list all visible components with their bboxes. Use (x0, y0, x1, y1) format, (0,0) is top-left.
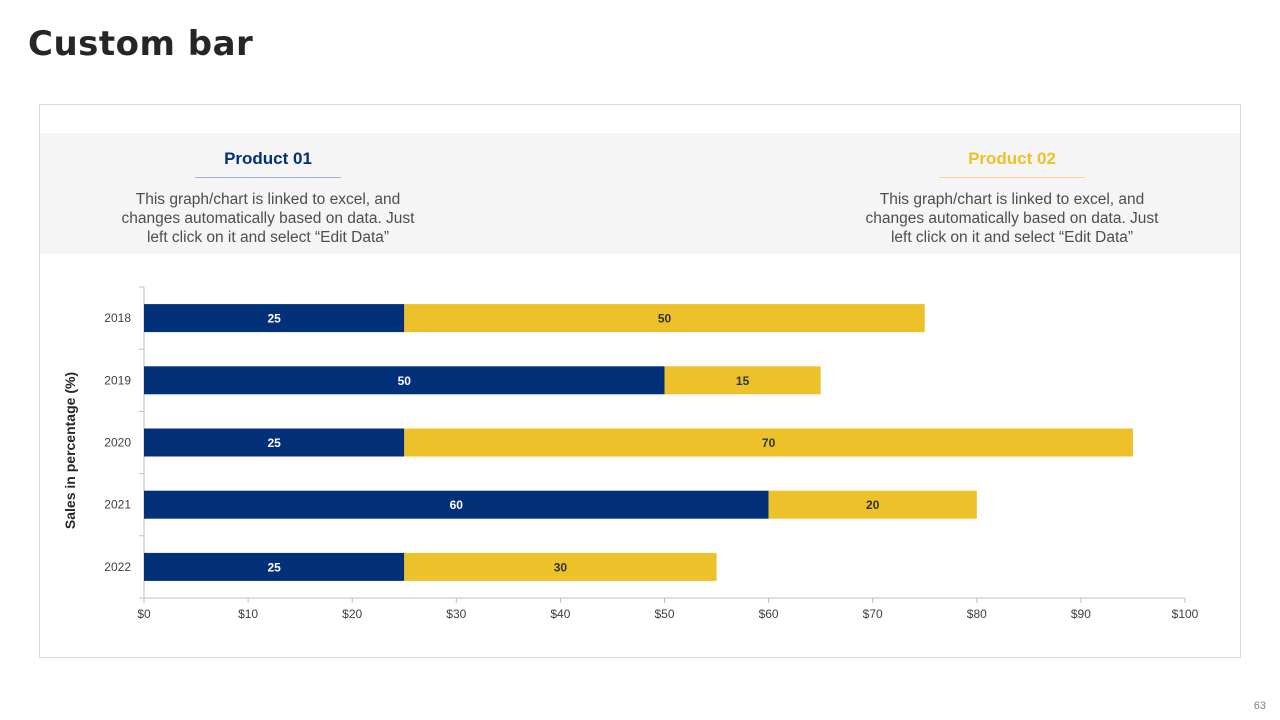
x-tick-label: $0 (137, 607, 151, 621)
slide-title: Custom bar (28, 24, 254, 64)
data-label: 70 (762, 436, 776, 450)
data-label: 25 (267, 560, 281, 574)
y-tick-label: 2020 (104, 436, 131, 450)
product-02-description: This graph/chart is linked to excel, and… (865, 191, 1159, 246)
data-label: 15 (736, 374, 750, 388)
bar-2018-series-2 (404, 304, 925, 333)
bar-2021-series-1 (144, 490, 769, 519)
bar-2022-series-2 (404, 552, 717, 581)
bar-2019-series-1 (144, 366, 665, 395)
product-01-underline (195, 177, 341, 178)
y-tick-label: 2019 (104, 373, 131, 387)
x-tick-label: $90 (1071, 607, 1091, 621)
x-tick-label: $80 (967, 607, 987, 621)
x-tick-label: $100 (1172, 607, 1199, 621)
x-tick-label: $10 (238, 607, 258, 621)
x-tick-label: $20 (342, 607, 362, 621)
data-label: 25 (267, 436, 281, 450)
x-tick-label: $30 (446, 607, 466, 621)
data-label: 20 (866, 498, 880, 512)
x-tick-label: $50 (654, 607, 674, 621)
y-tick-label: 2022 (104, 560, 131, 574)
data-label: 60 (450, 498, 464, 512)
y-tick-label: 2021 (104, 498, 131, 512)
bar-2022-series-1 (144, 552, 405, 581)
x-tick-label: $40 (550, 607, 570, 621)
product-02-name: Product 02 (968, 149, 1056, 168)
bar-2020-series-2 (404, 428, 1133, 457)
product-02-underline (939, 177, 1085, 178)
bar-2020-series-1 (144, 428, 405, 457)
product-01-description: This graph/chart is linked to excel, and… (121, 191, 415, 246)
page-number: 63 (1253, 700, 1266, 712)
data-label: 50 (398, 374, 412, 388)
product-01-name: Product 01 (224, 149, 312, 168)
bar-2018-series-1 (144, 304, 405, 333)
legend-band (40, 133, 1240, 254)
data-label: 50 (658, 312, 672, 326)
data-label: 30 (554, 560, 568, 574)
y-tick-label: 2018 (104, 311, 131, 325)
x-tick-label: $60 (759, 607, 779, 621)
chart-frame (39, 104, 1241, 658)
x-tick-label: $70 (863, 607, 883, 621)
data-label: 25 (267, 312, 281, 326)
y-axis-title: Sales in percentage (%) (62, 372, 78, 529)
bar-2019-series-2 (664, 366, 821, 395)
product-01-legend: Product 01 This graph/chart is linked to… (108, 133, 428, 247)
bar-2021-series-2 (768, 490, 977, 519)
product-02-legend: Product 02 This graph/chart is linked to… (852, 133, 1172, 247)
